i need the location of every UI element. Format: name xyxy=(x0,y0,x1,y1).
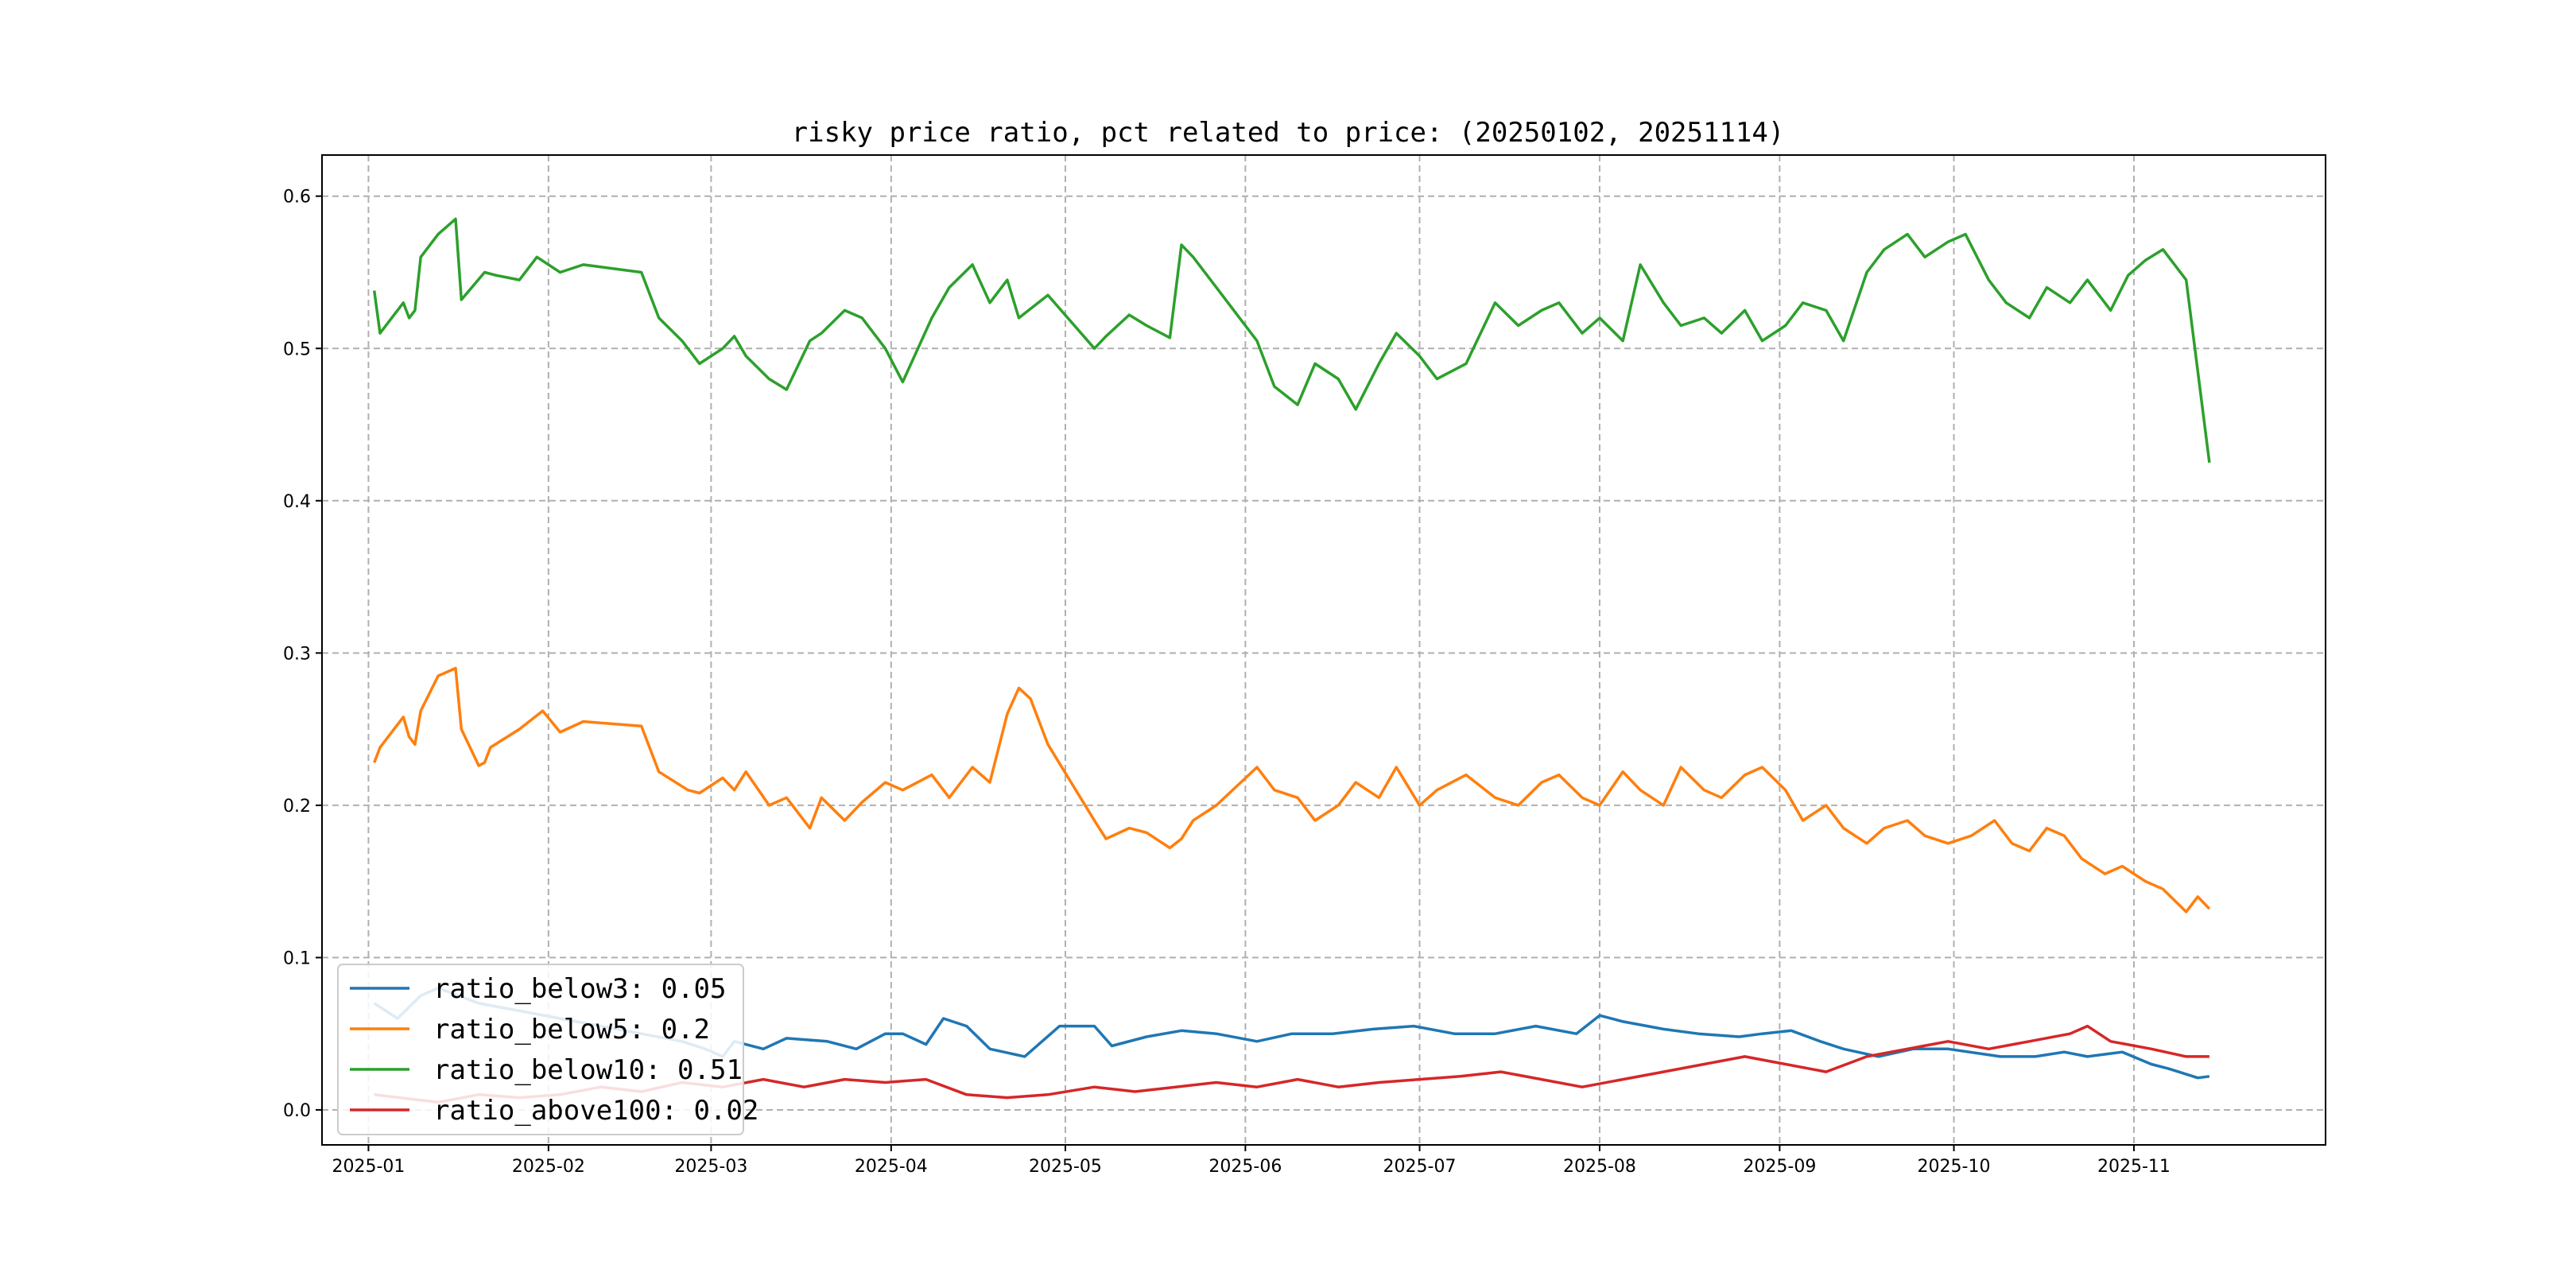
series-line-2 xyxy=(372,217,2211,464)
y-tick-label: 0.1 xyxy=(283,949,311,968)
y-tick-label: 0.3 xyxy=(283,644,311,664)
x-tick-label: 2025-09 xyxy=(1743,1157,1816,1177)
y-tick-label: 0.2 xyxy=(283,797,311,817)
x-tick-label: 2025-10 xyxy=(1918,1157,1991,1177)
y-axis: 0.0 0.1 0.2 0.3 0.4 0.5 0.6 xyxy=(283,188,322,1121)
x-tick-label: 2025-06 xyxy=(1208,1157,1282,1177)
series-line-1 xyxy=(373,666,2211,914)
plot-frame xyxy=(321,154,2326,1146)
chart-title: risky price ratio, pct related to price:… xyxy=(792,117,1785,149)
legend-label-2: ratio_below10: 0.51 xyxy=(433,1054,743,1086)
x-tick-label: 2025-07 xyxy=(1383,1157,1457,1177)
legend-box xyxy=(337,964,744,1135)
x-tick-label: 2025-11 xyxy=(2097,1157,2171,1177)
legend: ratio_below3: 0.05 ratio_below5: 0.2 ratio… xyxy=(337,964,758,1135)
x-tick-label: 2025-03 xyxy=(674,1157,747,1177)
x-tick-label: 2025-04 xyxy=(855,1157,928,1177)
x-tick-label: 2025-02 xyxy=(512,1157,585,1177)
y-tick-label: 0.4 xyxy=(283,492,311,512)
y-tick-label: 0.6 xyxy=(283,188,311,208)
x-tick-label: 2025-01 xyxy=(332,1157,405,1177)
legend-label-1: ratio_below5: 0.2 xyxy=(433,1014,710,1046)
y-tick-label: 0.0 xyxy=(283,1101,311,1121)
x-tick-label: 2025-05 xyxy=(1029,1157,1102,1177)
y-tick-label: 0.5 xyxy=(283,339,311,359)
legend-label-0: ratio_below3: 0.05 xyxy=(433,973,726,1005)
x-tick-label: 2025-08 xyxy=(1563,1157,1636,1177)
legend-label-3: ratio_above100: 0.02 xyxy=(433,1095,758,1127)
x-axis: 2025-01 2025-02 2025-03 2025-04 2025-05 2025-… xyxy=(332,1145,2171,1177)
